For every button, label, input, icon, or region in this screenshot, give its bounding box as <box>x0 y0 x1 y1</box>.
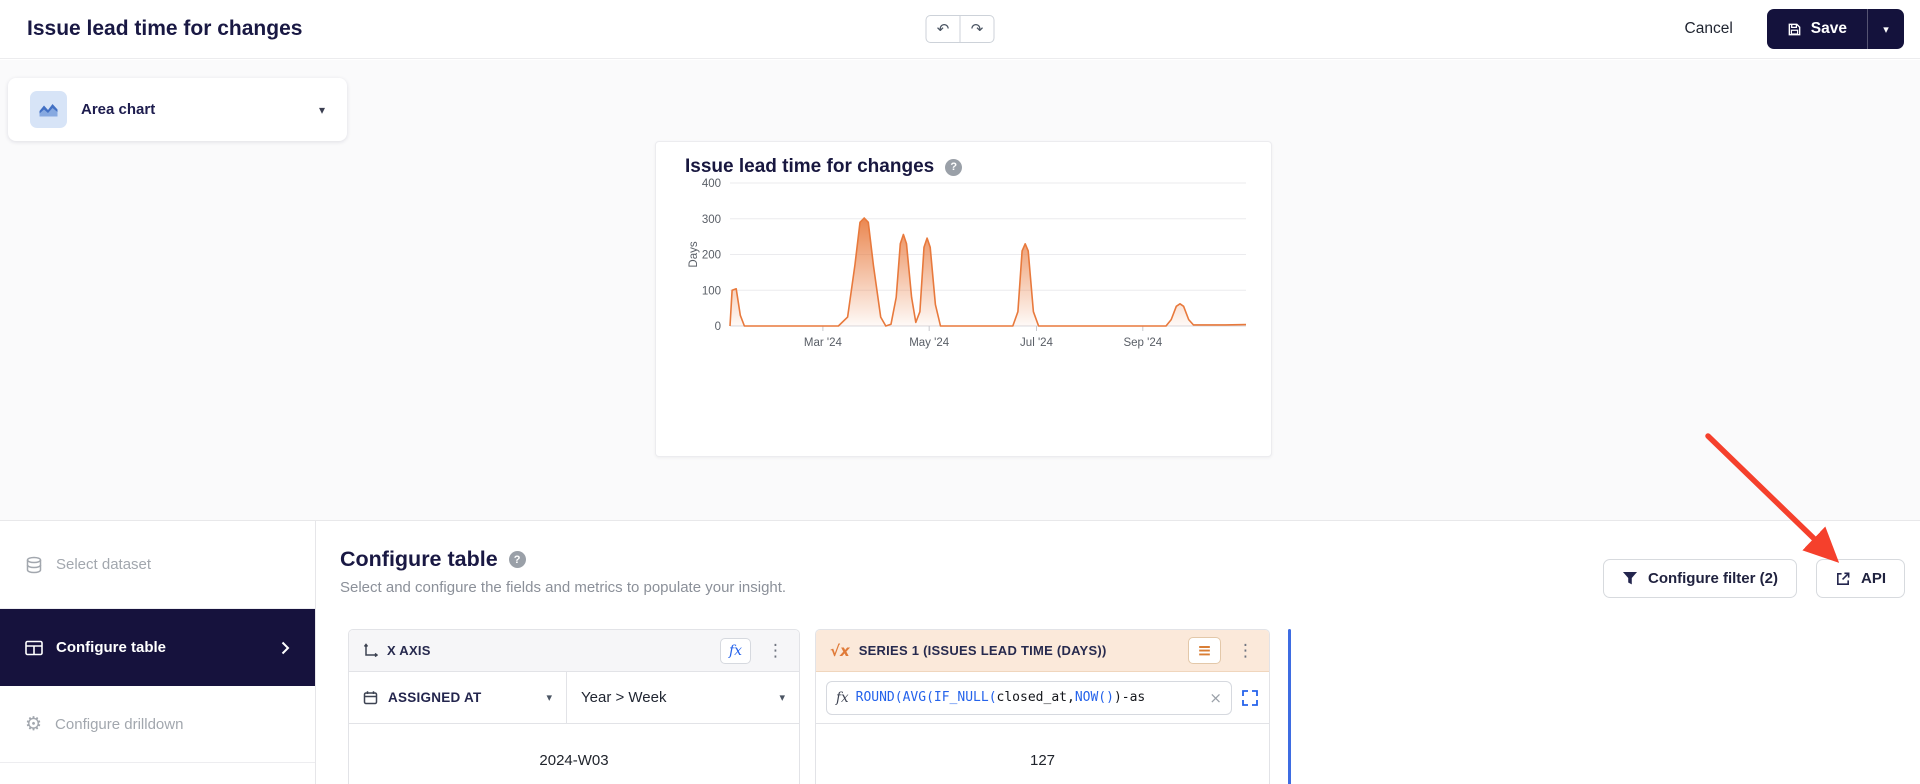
insert-indicator <box>1288 629 1291 784</box>
config-head: Configure table ? <box>340 547 1920 572</box>
config-actions: Configure filter (2) API <box>1602 559 1905 598</box>
calendar-icon <box>363 691 378 705</box>
svg-text:Days: Days <box>688 241 700 267</box>
chart-type-label: Area chart <box>81 101 156 118</box>
x-axis-card: X AXIS fx ⋮ ASSIGNED AT <box>348 629 800 784</box>
chart-card: Issue lead time for changes ? 0 100 200 300… <box>655 141 1272 457</box>
series-formula-row: fx ROUND(AVG(IF_NULL(closed_at,NOW())-as… <box>816 672 1269 724</box>
series-card-header: √x SERIES 1 (ISSUES LEAD TIME (DAYS)) ≡ … <box>816 630 1269 672</box>
undo-redo-group: ↶ ↷ <box>925 15 995 43</box>
series-menu-button[interactable]: ≡ <box>1188 637 1221 664</box>
gear-icon: ⚙ <box>25 712 43 735</box>
database-icon <box>26 556 42 573</box>
svg-text:May '24: May '24 <box>909 337 950 349</box>
save-dropdown-button[interactable]: ▾ <box>1867 9 1904 49</box>
formula-code: ROUND(AVG(IF_NULL(closed_at,NOW())-as <box>855 690 1146 705</box>
svg-text:300: 300 <box>702 214 721 226</box>
config-section: Select dataset Configure table ⚙ Configu… <box>0 520 1920 784</box>
save-button[interactable]: Save <box>1766 9 1867 49</box>
expand-icon <box>1242 689 1258 706</box>
series-card: √x SERIES 1 (ISSUES LEAD TIME (DAYS)) ≡ … <box>815 629 1270 784</box>
x-axis-kebab-menu[interactable]: ⋮ <box>760 641 791 661</box>
x-axis-field-label: ASSIGNED AT <box>388 690 482 705</box>
svg-text:Jul '24: Jul '24 <box>1020 337 1053 349</box>
topbar: Issue lead time for changes ↶ ↷ Cancel S… <box>0 0 1920 59</box>
cancel-button[interactable]: Cancel <box>1679 19 1739 39</box>
configure-filter-button[interactable]: Configure filter (2) <box>1602 559 1797 598</box>
undo-button[interactable]: ↶ <box>925 15 961 43</box>
api-button[interactable]: API <box>1815 559 1905 598</box>
sidebar-item-label: Select dataset <box>56 556 152 573</box>
x-axis-config-row: ASSIGNED AT ▾ Year > Week ▾ <box>349 672 799 724</box>
config-subtitle: Select and configure the fields and metr… <box>340 579 787 596</box>
caret-down-icon: ▾ <box>546 691 552 704</box>
save-button-label: Save <box>1810 20 1847 37</box>
help-icon[interactable]: ? <box>945 158 963 176</box>
x-axis-granularity-dropdown[interactable]: Year > Week ▾ <box>567 672 799 723</box>
svg-text:100: 100 <box>702 285 721 297</box>
svg-text:0: 0 <box>715 321 721 333</box>
chevron-right-icon <box>281 641 290 654</box>
page-title: Issue lead time for changes <box>27 17 303 40</box>
config-title: Configure table <box>340 547 498 571</box>
series-preview-value: 127 <box>1029 752 1056 769</box>
filter-icon <box>1622 571 1638 585</box>
redo-button[interactable]: ↷ <box>959 15 995 43</box>
sidebar-item-select-dataset[interactable]: Select dataset <box>0 521 315 609</box>
configure-filter-label: Configure filter (2) <box>1647 570 1778 587</box>
expand-formula-button[interactable] <box>1241 689 1259 707</box>
chart-card-header: Issue lead time for changes ? <box>656 142 1271 178</box>
svg-text:Sep '24: Sep '24 <box>1123 337 1162 349</box>
area-chart-icon <box>30 91 67 128</box>
api-button-label: API <box>1860 570 1886 587</box>
kebab-icon: ⋮ <box>767 640 784 661</box>
formula-series-icon: √x <box>830 641 850 660</box>
config-main: Configure table ? Select and configure t… <box>340 521 1920 784</box>
workspace: Area chart ▾ Issue lead time for changes… <box>0 60 1920 520</box>
x-axis-card-header: X AXIS fx ⋮ <box>349 630 799 672</box>
x-axis-formula-button[interactable]: fx <box>720 637 751 664</box>
table-icon <box>25 640 43 655</box>
redo-icon: ↷ <box>970 20 984 38</box>
hamburger-icon: ≡ <box>1197 640 1212 661</box>
x-axis-granularity-label: Year > Week <box>581 689 667 706</box>
caret-down-icon: ▾ <box>779 691 785 704</box>
caret-down-icon: ▾ <box>1883 22 1889 36</box>
svg-text:200: 200 <box>702 250 721 262</box>
help-icon[interactable]: ? <box>508 551 526 568</box>
steps-sidebar: Select dataset Configure table ⚙ Configu… <box>0 521 316 784</box>
fx-icon: fx <box>728 642 743 659</box>
axis-icon <box>363 643 378 658</box>
topbar-actions: Cancel Save ▾ <box>1679 9 1904 49</box>
series-header-label: SERIES 1 (ISSUES LEAD TIME (DAYS)) <box>858 643 1107 658</box>
external-link-icon <box>1837 572 1850 585</box>
chart-type-selector[interactable]: Area chart ▾ <box>8 78 347 141</box>
svg-text:Mar '24: Mar '24 <box>804 337 843 349</box>
clear-formula-icon[interactable]: × <box>1209 688 1222 707</box>
x-axis-preview-value: 2024-W03 <box>539 752 609 769</box>
save-icon <box>1788 23 1801 35</box>
chart-title: Issue lead time for changes <box>685 156 935 177</box>
save-split-button: Save ▾ <box>1766 9 1904 49</box>
kebab-icon: ⋮ <box>1237 640 1254 661</box>
sidebar-item-configure-table[interactable]: Configure table <box>0 609 315 686</box>
sidebar-item-configure-drilldown[interactable]: ⚙ Configure drilldown <box>0 686 315 763</box>
fx-icon: fx <box>836 689 849 706</box>
series-formula-input[interactable]: fx ROUND(AVG(IF_NULL(closed_at,NOW())-as… <box>826 680 1232 715</box>
svg-text:400: 400 <box>702 178 721 190</box>
sidebar-item-label: Configure drilldown <box>55 715 184 733</box>
area-chart: 0 100 200 300 400 Mar '24 May '24 Jul '24 Sep '2… <box>688 178 1247 349</box>
series-kebab-menu[interactable]: ⋮ <box>1230 641 1261 661</box>
x-axis-header-label: X AXIS <box>387 643 431 658</box>
x-axis-field-dropdown[interactable]: ASSIGNED AT ▾ <box>349 672 567 723</box>
caret-down-icon: ▾ <box>318 102 325 117</box>
undo-icon: ↶ <box>936 20 950 38</box>
sidebar-item-label: Configure table <box>56 639 167 656</box>
